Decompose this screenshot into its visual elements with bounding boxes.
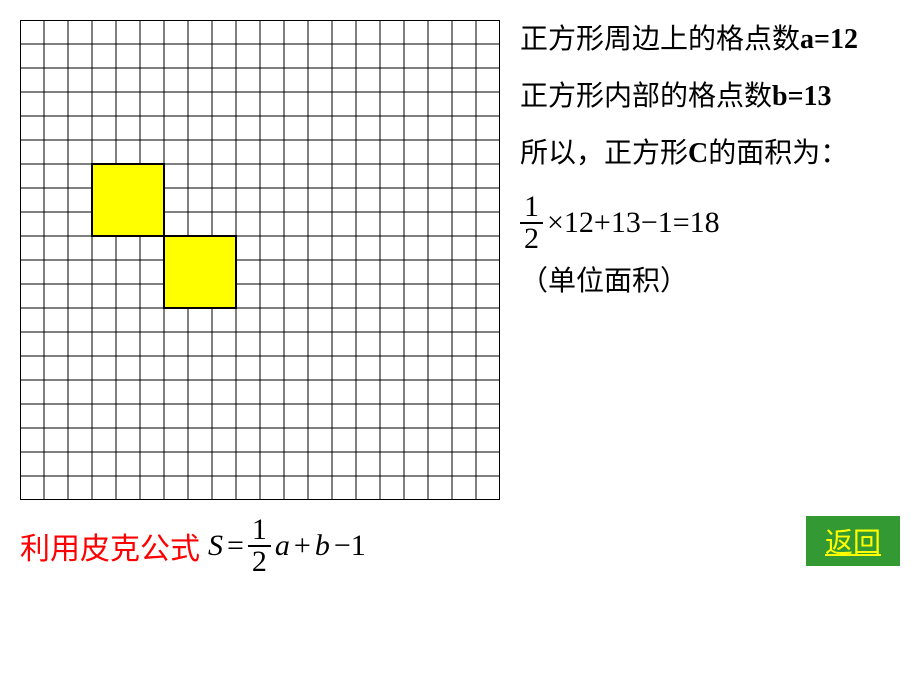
text-boundary: 正方形周边上的格点数a=12 — [520, 20, 900, 59]
pick-formula: S = 1 2 a + b −1 — [208, 515, 366, 577]
pick-formula-row: 利用皮克公式 S = 1 2 a + b −1 — [20, 515, 366, 577]
grid-diagram — [20, 20, 500, 500]
text-interior: 正方形内部的格点数b=13 — [520, 77, 900, 116]
text-therefore: 所以，正方形C的面积为： — [520, 134, 900, 173]
fraction-half: 1 2 — [520, 192, 543, 254]
unit-label: （单位面积） — [520, 262, 900, 301]
b-value: b=13 — [772, 81, 832, 112]
a-value: a=12 — [800, 24, 858, 55]
boundary-sentence: 正方形周边上的格点数 — [520, 24, 800, 55]
area-formula: 1 2 ×12+13−1=18 — [520, 192, 900, 254]
return-button[interactable]: 返回 — [806, 516, 900, 566]
pick-label: 利用皮克公式 — [20, 524, 200, 568]
interior-sentence: 正方形内部的格点数 — [520, 81, 772, 112]
